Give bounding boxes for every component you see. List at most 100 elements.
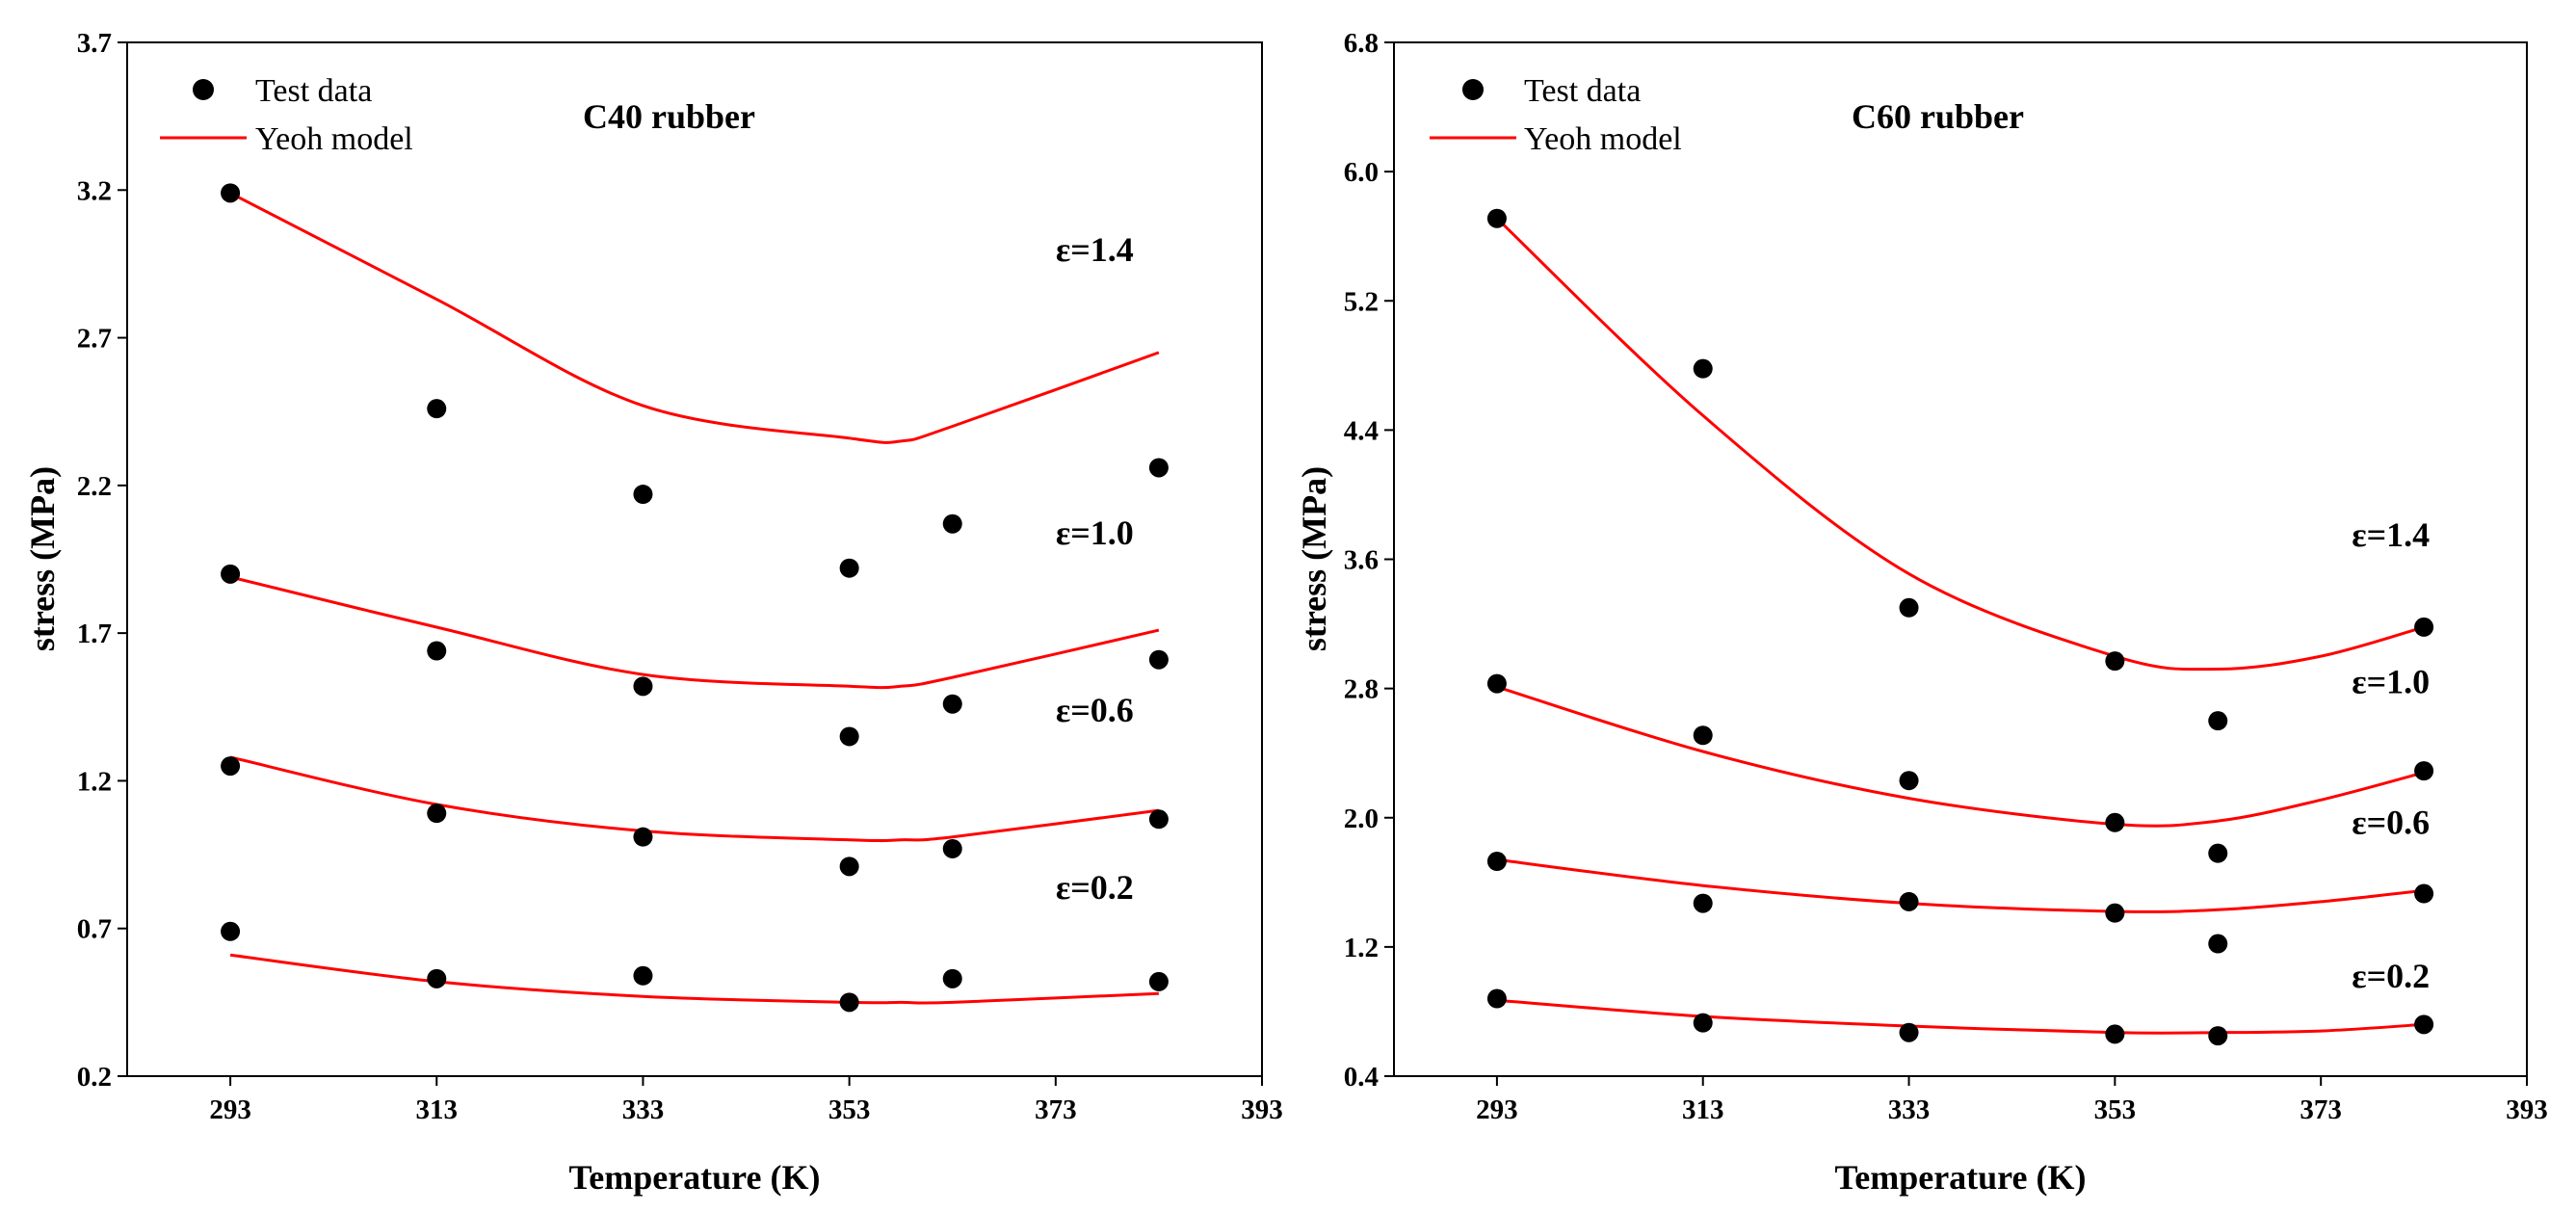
strain-label: ε=0.2 [2352, 957, 2430, 995]
axis-ticks: 293 313 333 353 373 393 0.2 0.7 1.2 1.7 2.2 2.7 3.2 3… [77, 28, 1283, 1125]
y-tick-label: 0.2 [77, 1062, 112, 1093]
legend-marker-test [193, 79, 214, 100]
test-point [633, 676, 653, 697]
axis-ticks: 293 313 333 353 373 393 0.4 1.2 2.0 2.8 3.6 4.4 5.2 6… [1344, 28, 2548, 1125]
y-tick-label: 6.8 [1344, 28, 1379, 59]
chart-title: C40 rubber [583, 97, 755, 136]
test-point [2208, 843, 2228, 863]
y-tick-label: 6.0 [1344, 157, 1379, 188]
test-point [1486, 988, 1507, 1009]
y-tick-label: 2.7 [77, 324, 112, 355]
test-point [221, 921, 241, 941]
y-tick-label: 1.7 [77, 619, 112, 649]
x-tick-label: 373 [2300, 1094, 2342, 1125]
chart-c60-rubber: 293 313 333 353 373 393 0.4 1.2 2.0 2.8 3.6 4.4 5.2 6… [1295, 28, 2548, 1197]
chart-title: C60 rubber [1852, 97, 2024, 136]
x-tick-label: 293 [209, 1094, 251, 1125]
legend-label-model: Yeoh model [1524, 121, 1682, 157]
test-point [1899, 771, 1919, 791]
y-tick-label: 1.2 [77, 766, 112, 797]
test-point [1486, 852, 1507, 872]
test-point [1148, 458, 1169, 478]
test-point [839, 558, 859, 578]
test-point [1693, 725, 1713, 746]
x-tick-label: 333 [622, 1094, 665, 1125]
model-curve [229, 192, 1160, 444]
test-point [221, 564, 241, 584]
test-point [427, 641, 447, 661]
test-point [427, 968, 447, 988]
legend-marker-test [1462, 79, 1484, 100]
y-axis-title: stress (MPa) [1295, 466, 1333, 651]
model-curve [1496, 857, 2425, 913]
test-point [633, 965, 653, 986]
plot-frame [126, 41, 1263, 1077]
test-point [1899, 597, 1919, 618]
x-tick-label: 313 [1682, 1094, 1724, 1125]
test-point [2208, 711, 2228, 731]
test-point [633, 827, 653, 847]
y-tick-label: 3.7 [77, 28, 112, 59]
test-point [1899, 1022, 1919, 1042]
test-point [427, 804, 447, 824]
test-point [2105, 1024, 2125, 1044]
x-axis-title: Temperature (K) [569, 1158, 821, 1197]
test-point [942, 968, 962, 988]
test-point [942, 694, 962, 714]
test-point [1486, 673, 1507, 694]
x-tick-label: 293 [1476, 1094, 1518, 1125]
y-tick-label: 1.2 [1344, 933, 1379, 963]
test-point [221, 756, 241, 777]
test-point [942, 514, 962, 534]
legend: Test data Yeoh model [1430, 73, 1682, 157]
test-points [221, 183, 1169, 1013]
y-tick-label: 5.2 [1344, 286, 1379, 317]
test-point [2414, 883, 2434, 904]
test-point [839, 992, 859, 1013]
test-point [1693, 1013, 1713, 1033]
x-tick-label: 353 [2094, 1094, 2137, 1125]
model-curve [229, 953, 1159, 1005]
x-tick-label: 313 [416, 1094, 459, 1125]
chart-c40-rubber: 293 313 333 353 373 393 0.2 0.7 1.2 1.7 2.2 2.7 3.2 3… [23, 28, 1283, 1197]
test-point [2414, 617, 2434, 637]
test-point [839, 726, 859, 747]
model-curve [1496, 998, 2425, 1035]
test-point [221, 183, 241, 203]
test-point [2105, 903, 2125, 923]
test-point [633, 485, 653, 505]
strain-label: ε=1.4 [2352, 515, 2430, 554]
strain-label: ε=1.4 [1056, 230, 1134, 269]
test-point [427, 399, 447, 419]
model-curve [229, 575, 1160, 690]
strain-labels: ε=0.2 ε=0.6 ε=1.0 ε=1.4 [1056, 230, 1134, 907]
test-point [1899, 891, 1919, 911]
model-curve [229, 755, 1160, 843]
test-point [942, 838, 962, 858]
y-tick-label: 4.4 [1344, 415, 1379, 446]
x-tick-label: 373 [1035, 1094, 1077, 1125]
legend-label-test: Test data [255, 73, 372, 109]
model-curve [1495, 217, 2425, 672]
model-curve [1496, 685, 2425, 828]
x-axis-title: Temperature (K) [1835, 1158, 2087, 1197]
model-curves [1495, 217, 2425, 1035]
x-tick-label: 393 [2506, 1094, 2548, 1125]
test-point [1693, 893, 1713, 913]
model-curves [229, 192, 1160, 1005]
test-point [2105, 812, 2125, 832]
y-tick-label: 0.4 [1344, 1062, 1379, 1093]
plot-frame [1393, 41, 2528, 1077]
legend-label-model: Yeoh model [255, 121, 413, 157]
legend-label-test: Test data [1524, 73, 1641, 109]
y-tick-label: 3.6 [1344, 545, 1379, 576]
strain-label: ε=1.0 [2352, 663, 2430, 701]
test-point [839, 856, 859, 877]
x-tick-label: 333 [1888, 1094, 1931, 1125]
test-point [2105, 651, 2125, 672]
y-tick-label: 2.8 [1344, 674, 1379, 705]
y-axis-title: stress (MPa) [23, 466, 62, 651]
y-tick-label: 2.2 [77, 471, 112, 502]
test-point [1148, 809, 1169, 830]
